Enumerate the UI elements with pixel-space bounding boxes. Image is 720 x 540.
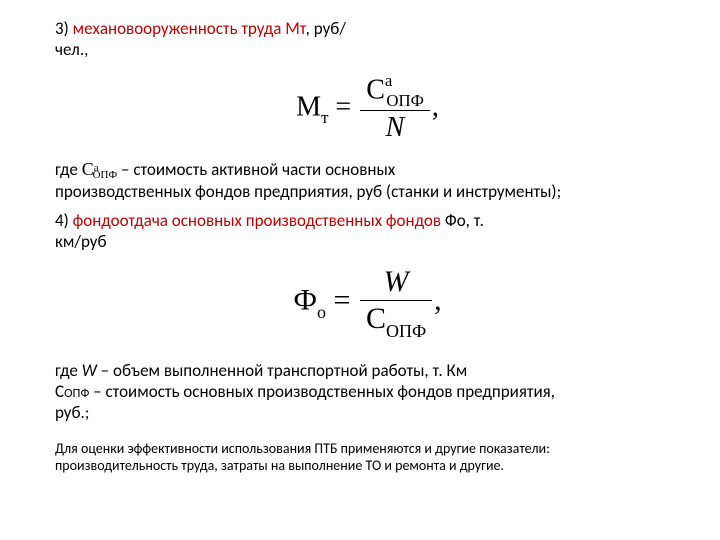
item3-unit1: , руб/ [306, 18, 346, 39]
item4-term: фондоотдача основных производственных фо… [73, 210, 441, 231]
f2-lhs-sub: о [317, 302, 326, 322]
f2-den: СОПФ [360, 300, 432, 340]
footer-l2: производительность труда, затраты на вып… [55, 458, 680, 475]
where1-sym: СаОПФ [82, 158, 117, 181]
f1-den: N [360, 110, 430, 144]
where2-l1a: где [55, 360, 82, 381]
where1: где СаОПФ – стоимость активной части осн… [55, 158, 680, 202]
f2-tail: , [434, 283, 442, 316]
where2-l2b: – стоимость основных производственных фо… [89, 381, 555, 402]
f2-frac: WСОПФ [360, 265, 432, 340]
where2-l3: руб.; [55, 402, 680, 423]
f1-num: СаОПФ [360, 73, 430, 111]
where1-sym-sub: ОПФ [93, 169, 118, 181]
formula2-block: Фо = WСОПФ, [55, 265, 680, 340]
formula2: Фо = WСОПФ, [293, 265, 441, 340]
f2-eq: = [326, 283, 358, 316]
footer: Для оценки эффективности использования П… [55, 441, 680, 475]
where1-sym-base: С [82, 159, 94, 179]
where2-l2: СОПФ – стоимость основных производственн… [55, 381, 680, 402]
f1-lhs-sub: т [321, 108, 328, 127]
item4-tail1: Фо, т. [445, 210, 484, 231]
f1-eq: = [328, 91, 358, 122]
f1-lhs-base: М [296, 91, 321, 122]
where2-l2a: С [55, 381, 64, 402]
where1-post1: – стоимость активной части основных [117, 159, 395, 180]
f2-den-base: С [366, 302, 386, 335]
f1-num-sup: а [385, 71, 392, 90]
f2-num: W [360, 265, 432, 300]
f1-num-base: С [366, 74, 385, 105]
item4-num: 4) [55, 210, 69, 231]
item3-line1: 3) механовооруженность труда Мт, руб/ [55, 18, 680, 39]
f2-den-sub: ОПФ [386, 321, 426, 341]
formula1-block: Мт = СаОПФN, [55, 73, 680, 145]
where2-l1: где W – объем выполненной транспортной р… [55, 360, 680, 381]
f1-tail: , [432, 91, 439, 122]
footer-l1: Для оценки эффективности использования П… [55, 441, 680, 458]
item3-line2: чел., [55, 39, 680, 60]
where2-w: W [82, 360, 97, 381]
where2-l1b: – объем выполненной транспортной работы,… [97, 360, 467, 381]
f1-num-sub: ОПФ [386, 91, 424, 110]
document-body: 3) механовооруженность труда Мт, руб/ че… [0, 0, 720, 475]
item4-l1: 4) фондоотдача основных производственных… [55, 210, 680, 231]
formula1: Мт = СаОПФN, [296, 73, 439, 145]
item3-term: механовооруженность труда Мт [73, 18, 306, 39]
where1-pre: где [55, 159, 82, 180]
where1-l2: производственных фондов предприятия, руб… [55, 181, 680, 202]
where2-l2sub: ОПФ [64, 386, 89, 401]
where1-l1: где СаОПФ – стоимость активной части осн… [55, 158, 680, 181]
item3-num: 3) [55, 18, 69, 39]
item4-l2: км/руб [55, 231, 680, 252]
f2-lhs-base: Ф [293, 283, 317, 316]
where2: где W – объем выполненной транспортной р… [55, 360, 680, 424]
item4: 4) фондоотдача основных производственных… [55, 210, 680, 253]
f1-frac: СаОПФN [360, 73, 430, 145]
